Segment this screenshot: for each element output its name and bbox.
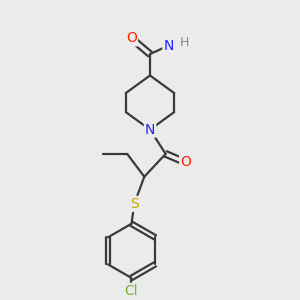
Text: O: O (126, 32, 137, 45)
Text: H: H (179, 36, 189, 49)
Text: Cl: Cl (125, 284, 138, 298)
Text: N: N (163, 38, 174, 52)
Text: S: S (130, 197, 139, 211)
Text: N: N (145, 123, 155, 137)
Text: O: O (180, 155, 191, 170)
